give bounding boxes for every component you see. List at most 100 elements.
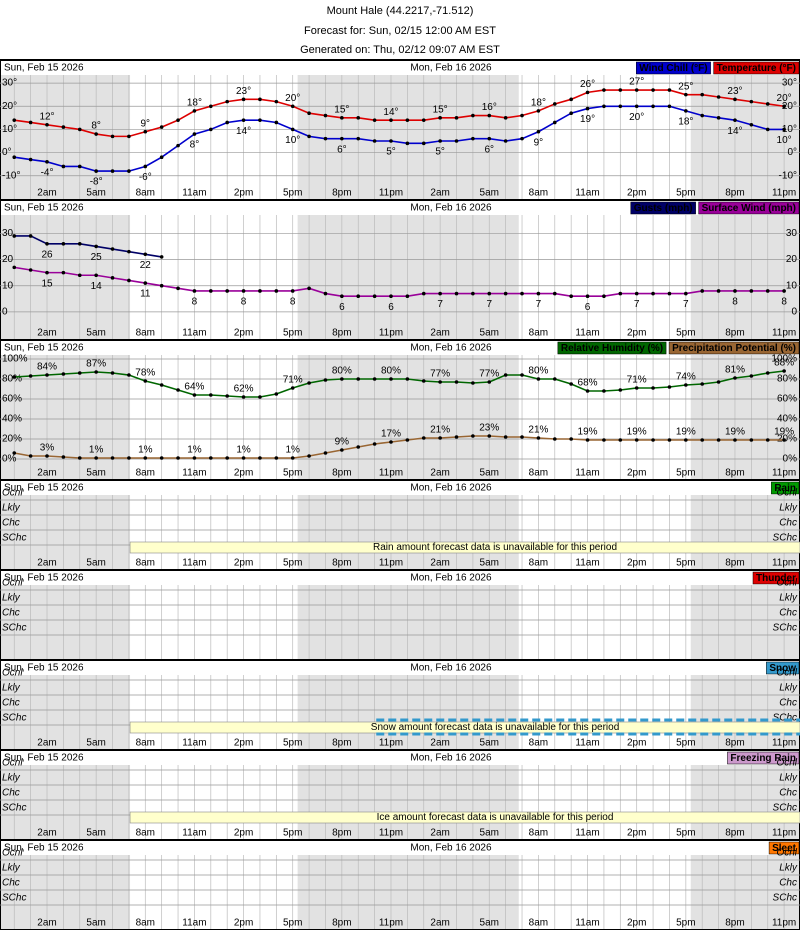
data-point — [733, 289, 737, 293]
value-label: 8 — [290, 297, 296, 308]
value-label: 25° — [678, 81, 693, 92]
level-label: Chc — [2, 608, 20, 619]
data-point — [536, 436, 541, 440]
data-point — [340, 294, 344, 298]
value-label: 62% — [234, 384, 254, 395]
date-label: Sun, Feb 15 2026 — [4, 63, 84, 74]
data-point — [110, 456, 115, 460]
data-point — [290, 386, 295, 390]
data-point — [159, 255, 164, 259]
x-tick-label: 11pm — [772, 918, 796, 929]
value-label: 18° — [187, 98, 202, 109]
y-tick-label: 80% — [2, 374, 22, 385]
generated: Generated on: Thu, 02/12 09:07 AM EST — [300, 44, 500, 56]
value-label: 19% — [627, 427, 647, 438]
value-label: 7 — [634, 299, 640, 310]
data-point — [421, 436, 426, 440]
x-tick-label: 8am — [529, 918, 548, 929]
series-line — [14, 266, 785, 297]
y-tick-label: 20% — [777, 434, 797, 445]
value-label: 80% — [381, 366, 401, 377]
x-tick-label: 8am — [136, 918, 155, 929]
data-point — [12, 265, 17, 270]
y-tick-label: 30° — [782, 78, 797, 89]
y-tick-label: 10 — [2, 280, 14, 291]
x-tick-label: 2pm — [234, 828, 253, 839]
data-point — [684, 109, 688, 113]
data-point — [765, 102, 770, 106]
data-point — [45, 373, 49, 377]
x-tick-label: 5pm — [283, 828, 302, 839]
data-point — [438, 380, 442, 384]
value-label: 1% — [236, 445, 251, 456]
x-tick-label: 11am — [182, 918, 206, 929]
data-point — [520, 113, 524, 118]
night-shade — [297, 675, 519, 750]
data-point — [127, 456, 131, 460]
data-point — [520, 136, 524, 141]
value-label: 1% — [89, 445, 104, 456]
data-point — [159, 456, 164, 460]
legend-label: Temperature (°F) — [717, 63, 796, 74]
data-point — [536, 291, 541, 296]
x-tick-label: 5pm — [676, 918, 695, 929]
data-point — [340, 136, 344, 141]
y-tick-label: 0° — [2, 147, 12, 158]
x-tick-label: 8am — [529, 188, 548, 199]
x-tick-label: 2am — [37, 738, 56, 749]
x-tick-label: 8pm — [725, 558, 744, 569]
level-label: Lkly — [2, 863, 21, 874]
y-tick-label: 60% — [777, 394, 797, 405]
x-tick-label: 2pm — [234, 918, 253, 929]
data-point — [77, 127, 82, 132]
value-label: 26° — [580, 79, 595, 90]
y-tick-label: 0% — [2, 454, 17, 465]
y-tick-label: 10° — [782, 124, 797, 135]
level-label: Chc — [2, 698, 20, 709]
value-label: 8 — [781, 297, 787, 308]
data-point — [274, 120, 279, 125]
x-tick-label: 8pm — [332, 828, 351, 839]
x-tick-label: 5am — [86, 468, 105, 479]
data-point — [323, 136, 328, 141]
data-point — [487, 380, 492, 384]
value-label: 19% — [725, 427, 745, 438]
x-tick-label: 2pm — [234, 468, 253, 479]
level-label: SChc — [773, 803, 797, 814]
x-tick-label: 5am — [86, 188, 105, 199]
data-point — [28, 157, 33, 162]
data-point — [520, 435, 524, 439]
legend-box — [713, 61, 800, 75]
date-label: Sun, Feb 15 2026 — [4, 483, 84, 494]
data-point — [110, 247, 115, 251]
y-tick-label: 0 — [2, 307, 8, 318]
x-tick-label: 11am — [575, 828, 599, 839]
x-tick-label: 5pm — [283, 468, 302, 479]
data-point — [274, 289, 279, 293]
night-shade — [297, 215, 519, 340]
legend-label: Relative Humidity (%) — [561, 343, 663, 354]
data-point — [569, 382, 573, 386]
x-tick-label: 5am — [480, 188, 499, 199]
data-point — [372, 377, 377, 381]
data-point — [585, 389, 590, 393]
level-label: Ocnl — [2, 668, 23, 679]
value-label: 21% — [528, 425, 548, 436]
value-label: 74% — [676, 372, 696, 383]
value-label: 23° — [727, 86, 742, 97]
x-tick-label: 5am — [86, 738, 105, 749]
value-label: 12° — [39, 111, 54, 122]
data-point — [684, 438, 688, 442]
data-point — [192, 109, 197, 113]
x-tick-label: 5pm — [676, 188, 695, 199]
data-point — [487, 136, 492, 141]
x-tick-label: 5pm — [676, 328, 695, 339]
x-tick-label: 8am — [136, 468, 155, 479]
y-tick-label: 30° — [2, 78, 17, 89]
data-point — [45, 160, 49, 164]
data-point — [487, 291, 492, 296]
x-tick-label: 11am — [575, 918, 599, 929]
level-label: Lkly — [779, 863, 798, 874]
data-point — [749, 438, 754, 442]
data-point — [405, 141, 410, 146]
